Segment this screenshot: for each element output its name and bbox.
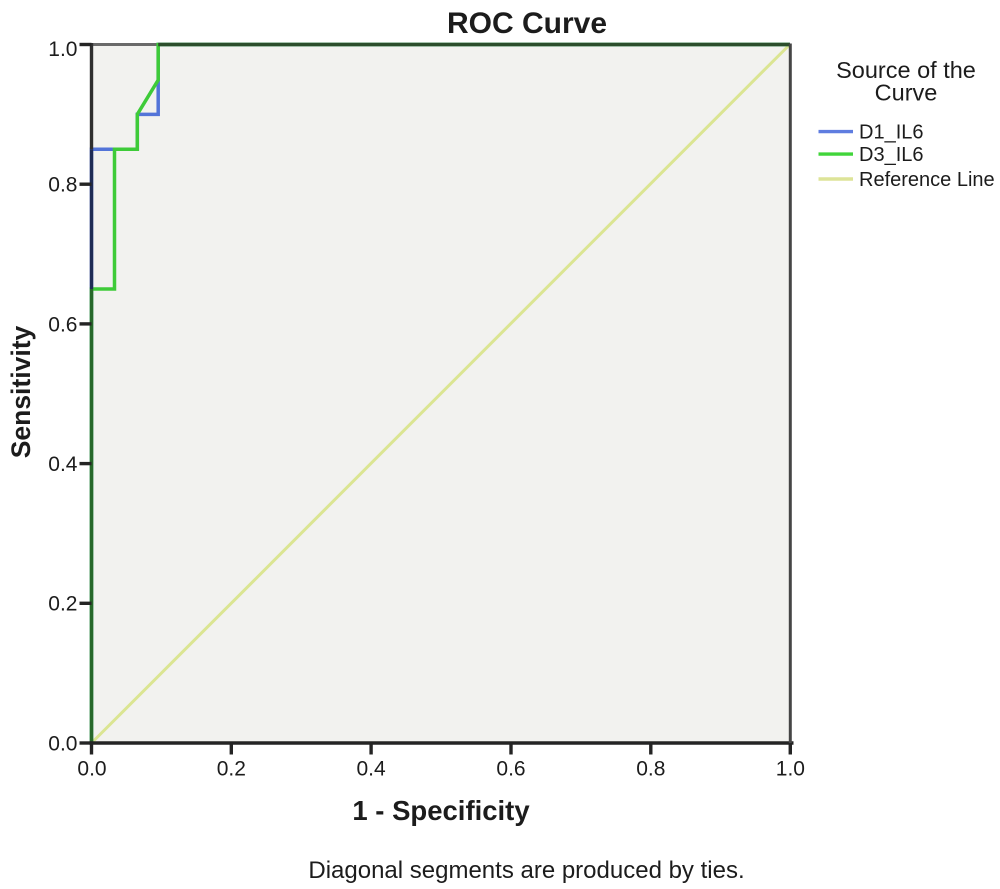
svg-text:Curve: Curve <box>875 79 938 105</box>
svg-text:0.4: 0.4 <box>48 453 78 476</box>
svg-text:1 - Specificity: 1 - Specificity <box>352 795 530 826</box>
svg-text:Source of the: Source of the <box>836 57 976 83</box>
svg-text:Sensitivity: Sensitivity <box>6 325 36 458</box>
svg-text:D3_IL6: D3_IL6 <box>859 144 924 166</box>
svg-text:0.6: 0.6 <box>496 757 525 780</box>
svg-text:Diagonal segments are produced: Diagonal segments are produced by ties. <box>308 857 744 884</box>
svg-text:0.2: 0.2 <box>217 757 246 780</box>
svg-text:D1_IL6: D1_IL6 <box>859 121 924 143</box>
svg-text:1.0: 1.0 <box>48 38 77 61</box>
svg-text:0.0: 0.0 <box>77 757 106 780</box>
svg-text:Reference Line: Reference Line <box>859 169 995 191</box>
svg-text:0.0: 0.0 <box>48 732 77 755</box>
svg-text:0.8: 0.8 <box>48 174 77 197</box>
svg-text:ROC Curve: ROC Curve <box>447 7 607 40</box>
svg-text:0.2: 0.2 <box>48 593 77 616</box>
svg-text:0.6: 0.6 <box>48 313 77 336</box>
svg-text:0.4: 0.4 <box>356 757 386 780</box>
svg-text:1.0: 1.0 <box>776 757 805 780</box>
svg-text:0.8: 0.8 <box>636 757 665 780</box>
